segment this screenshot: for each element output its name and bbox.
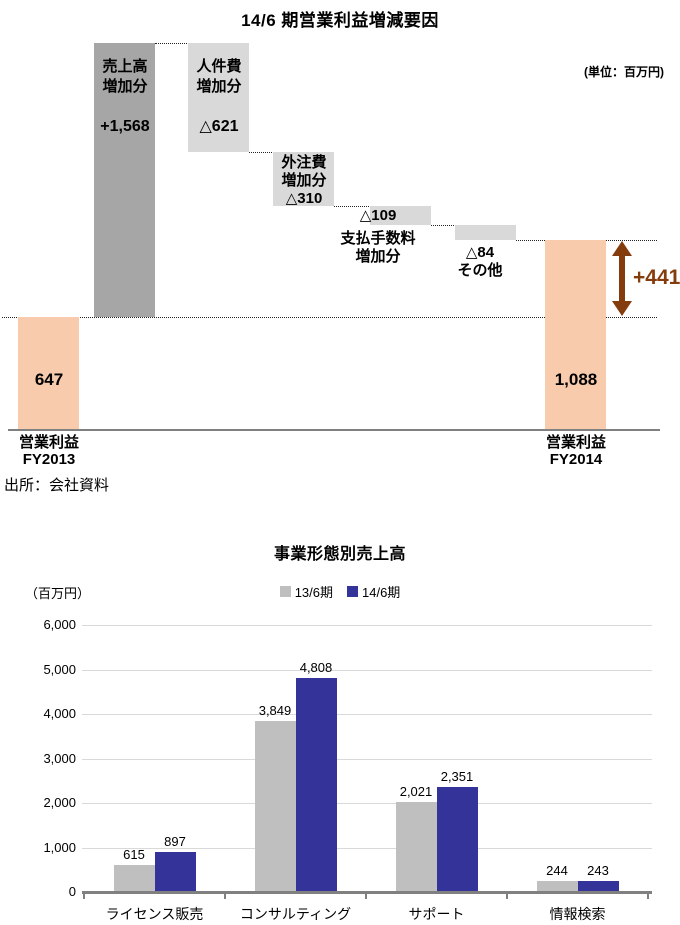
bar-chart-unit-label: （百万円） [25, 586, 91, 601]
bar-chart-legend: 13/6期 14/6期 [0, 582, 680, 601]
waterfall-baseline-dotted-line [2, 317, 657, 318]
waterfall-bar-sales-increase [94, 43, 155, 317]
legend-swatch-fy13 [279, 586, 291, 597]
bar-fy13-support [396, 802, 437, 892]
barchart-gridline [82, 714, 652, 715]
y-axis-tick-label: 1,000 [43, 840, 76, 855]
arrow-up-head-icon [612, 241, 632, 256]
waterfall-bar-label: 営業利益 [545, 434, 606, 451]
bar-value-label-fy13-license-sales: 615 [123, 847, 145, 862]
waterfall-bar-label: FY2014 [549, 451, 603, 468]
barchart-axis-tick [506, 894, 508, 899]
category-label-consulting: コンサルティング [239, 906, 352, 922]
waterfall-bar-fy2014 [545, 240, 606, 430]
waterfall-bar-personnel-cost-increase [188, 43, 249, 152]
waterfall-bar-label: その他 [457, 262, 503, 279]
waterfall-bar-label: 増加分 [102, 78, 148, 95]
bar-fy14-consulting [296, 678, 337, 892]
waterfall-value-label: 647 [34, 370, 64, 389]
waterfall-source-label: 出所：会社資料 [4, 477, 110, 494]
bar-value-label-fy13-consulting: 3,849 [258, 703, 292, 718]
barchart-gridline [82, 803, 652, 804]
bar-value-label-fy13-info-search: 244 [546, 863, 568, 878]
bar-value-label-fy14-support: 2,351 [440, 769, 474, 784]
bar-chart-title: 事業形態別売上高 [273, 546, 406, 563]
waterfall-bar-label: 売上高 [102, 58, 148, 75]
barchart-gridline [82, 848, 652, 849]
y-axis-tick-label: 0 [68, 884, 76, 899]
waterfall-chart: 14/6 期営業利益増減要因 (単位：百万円) 647 営業利益 FY2013 売上高… [2, 11, 680, 494]
waterfall-bar-outsourcing-cost-increase [273, 152, 334, 206]
legend-swatch-fy14 [347, 586, 358, 597]
waterfall-chart-title: 14/6 期営業利益増減要因 [241, 11, 439, 30]
waterfall-bar-label: 増加分 [196, 78, 242, 95]
waterfall-bar-label: 支払手数料 [340, 230, 416, 247]
waterfall-bar-label: 営業利益 [18, 434, 79, 451]
bar-fy14-info-search [578, 881, 619, 892]
waterfall-axis-line [8, 429, 660, 431]
waterfall-bar-fy2013 [18, 317, 79, 430]
waterfall-bar-label: 人件費 [196, 58, 242, 75]
bar-fy14-support [437, 787, 478, 892]
net-change-arrow [612, 241, 632, 316]
legend-label-fy14: 14/6期 [362, 585, 401, 600]
waterfall-value-label: △84 [465, 244, 495, 261]
y-axis-tick-label: 4,000 [43, 706, 76, 721]
waterfall-bar-label: 増加分 [355, 248, 401, 265]
arrow-down-head-icon [612, 301, 632, 316]
category-label-info-search: 情報検索 [549, 906, 606, 922]
bar-value-label-fy13-support: 2,021 [399, 784, 433, 799]
legend-item-fy14: 14/6期 [347, 582, 400, 601]
bar-chart-plot-area: 0 1,000 2,000 3,000 4,000 5,000 6,000 615 3,849 2… [0, 530, 680, 925]
bar-value-label-fy14-consulting: 4,808 [299, 660, 333, 675]
waterfall-bar-other [455, 225, 516, 240]
y-axis-tick-label: 5,000 [43, 662, 76, 677]
barchart-axis-tick [647, 894, 649, 899]
barchart-gridline [82, 670, 652, 671]
waterfall-bar-label: FY2013 [22, 451, 76, 468]
category-label-support: サポート [408, 906, 465, 922]
legend-item-fy13: 13/6期 [279, 582, 333, 601]
waterfall-bar-label: 外注費 [281, 154, 327, 171]
barchart-gridline [82, 759, 652, 760]
bar-fy13-info-search [537, 881, 578, 892]
waterfall-value-label: 1,088 [554, 370, 598, 389]
bar-fy14-license-sales [155, 852, 196, 892]
legend-label-fy13: 13/6期 [294, 585, 333, 600]
y-axis-tick-label: 6,000 [43, 617, 76, 632]
bar-fy13-consulting [255, 721, 296, 892]
barchart-axis-tick [224, 894, 226, 899]
category-label-license-sales: ライセンス販売 [105, 906, 204, 922]
arrow-shaft [619, 253, 625, 304]
barchart-axis-tick [83, 894, 85, 899]
waterfall-unit-label: (単位：百万円) [584, 65, 664, 79]
waterfall-value-label: △310 [285, 190, 323, 207]
waterfall-value-label: +1,568 [100, 118, 150, 135]
bar-fy13-license-sales [114, 865, 155, 892]
bar-value-label-fy14-info-search: 243 [587, 863, 609, 878]
waterfall-bar-label: 増加分 [281, 172, 327, 189]
net-change-label: +441 [633, 266, 680, 289]
y-axis-tick-label: 2,000 [43, 795, 76, 810]
y-axis-tick-label: 3,000 [43, 751, 76, 766]
barchart-gridline [82, 625, 652, 626]
waterfall-plot-area: 647 営業利益 FY2013 売上高 増加分 +1,568 人件費 増加分 △621 外注費 増加… [2, 43, 680, 468]
bar-chart: 事業形態別売上高 （百万円） 13/6期 14/6期 0 1,000 2,000 3,0… [0, 530, 680, 925]
barchart-axis-tick [365, 894, 367, 899]
waterfall-value-label: △621 [199, 118, 239, 135]
waterfall-bar-payment-fees-increase [370, 206, 431, 225]
bar-value-label-fy14-license-sales: 897 [164, 834, 186, 849]
barchart-axis-line [82, 891, 652, 894]
waterfall-value-label: △109 [359, 207, 397, 224]
